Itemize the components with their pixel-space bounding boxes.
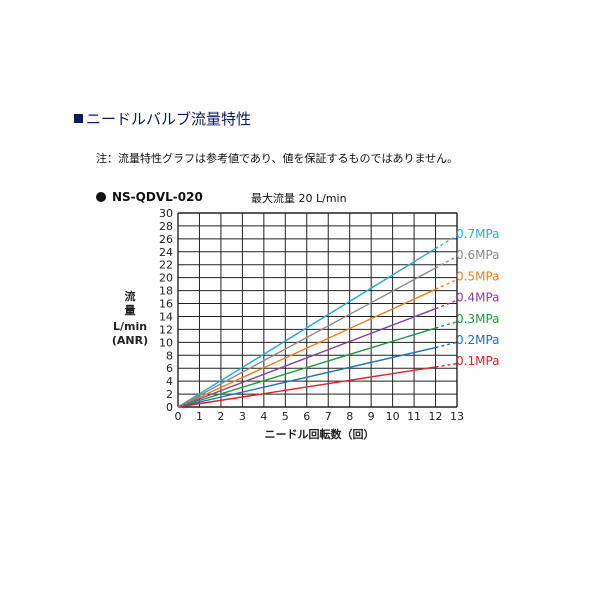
series-line xyxy=(177,288,436,408)
x-tick-label: 8 xyxy=(346,410,353,423)
square-bullet-icon xyxy=(74,114,83,123)
x-tick-label: 13 xyxy=(450,410,464,423)
x-tick-label: 10 xyxy=(386,410,400,423)
x-tick-label: 4 xyxy=(260,410,267,423)
y-tick-label: 6 xyxy=(166,362,173,375)
y-tick-label: 18 xyxy=(159,285,173,298)
series-line xyxy=(177,267,436,408)
series-extrapolation xyxy=(435,320,458,329)
series-label: 0.7MPa xyxy=(456,227,500,241)
x-tick-label: 1 xyxy=(196,410,203,423)
y-tick-label: 12 xyxy=(159,323,173,336)
max-flow-label: 最大流量 20 L/min xyxy=(251,192,347,205)
series-line xyxy=(177,366,436,408)
model-name: NS-QDVL-020 xyxy=(112,190,203,204)
x-tick-label: 3 xyxy=(239,410,246,423)
series-extrapolation xyxy=(435,235,458,250)
series-line xyxy=(177,247,436,408)
x-axis-label: ニードル回転数（回） xyxy=(265,427,375,441)
series-label: 0.5MPa xyxy=(456,269,500,283)
series-extrapolation xyxy=(435,278,458,290)
series-extrapolation xyxy=(435,255,458,269)
y-axis-label: (ANR) xyxy=(112,334,148,347)
section-heading: ニードルバルブ流量特性 xyxy=(74,108,251,129)
x-tick-label: 11 xyxy=(407,410,421,423)
y-tick-label: 26 xyxy=(159,233,173,246)
y-tick-label: 30 xyxy=(159,207,173,220)
bullet-dot-icon xyxy=(96,192,106,202)
disclaimer-note: 注：流量特性グラフは参考値であり、値を保証するものではありません。 xyxy=(96,152,459,165)
x-tick-label: 12 xyxy=(429,410,443,423)
y-tick-label: 22 xyxy=(159,259,173,272)
series-label: 0.2MPa xyxy=(456,333,500,347)
chart-series xyxy=(177,235,458,408)
y-tick-label: 14 xyxy=(159,310,173,323)
y-tick-label: 16 xyxy=(159,298,173,311)
y-axis-label: 流 xyxy=(125,289,136,303)
x-tick-label: 0 xyxy=(175,410,182,423)
series-line xyxy=(177,308,436,408)
y-tick-label: 28 xyxy=(159,220,173,233)
y-tick-label: 20 xyxy=(159,272,173,285)
series-extrapolation xyxy=(435,341,458,349)
y-tick-label: 4 xyxy=(166,375,173,388)
chart-grid xyxy=(177,212,458,408)
model-label: NS-QDVL-020 xyxy=(96,190,203,204)
x-tick-label: 9 xyxy=(368,410,375,423)
y-tick-label: 0 xyxy=(166,401,173,414)
y-tick-label: 10 xyxy=(159,336,173,349)
y-tick-label: 2 xyxy=(166,388,173,401)
x-tick-label: 5 xyxy=(282,410,289,423)
chart-labels: ニードル回転数（回） 流量 L/min(ANR) 0.7MPa 0.6MPa 0.5MPa… xyxy=(112,227,500,441)
x-tick-label: 2 xyxy=(217,410,224,423)
series-extrapolation xyxy=(435,362,458,368)
series-line xyxy=(177,327,436,408)
y-axis-label: L/min xyxy=(113,320,147,333)
series-extrapolation xyxy=(435,299,458,310)
section-heading-text: ニードルバルブ流量特性 xyxy=(86,110,252,128)
series-label: 0.1MPa xyxy=(456,354,500,368)
series-line xyxy=(177,346,436,408)
y-axis-label: 量 xyxy=(125,304,136,317)
y-tick-label: 8 xyxy=(166,349,173,362)
y-tick-label: 24 xyxy=(159,246,173,259)
series-label: 0.6MPa xyxy=(456,248,500,262)
series-label: 0.3MPa xyxy=(456,312,500,326)
x-tick-label: 6 xyxy=(303,410,310,423)
chart-ticks: 0 1 2 3 4 5 6 7 8 9 10 11 12 130246810121416182022242… xyxy=(159,207,464,423)
series-label: 0.4MPa xyxy=(456,291,500,305)
x-tick-label: 7 xyxy=(325,410,332,423)
